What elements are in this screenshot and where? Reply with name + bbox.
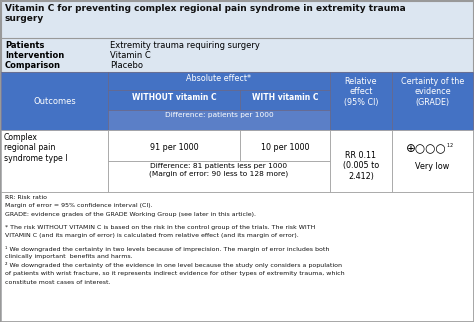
Text: WITH vitamin C: WITH vitamin C [252,93,318,102]
Text: Very low: Very low [415,162,450,171]
Bar [1,130,108,192]
Bar [330,72,392,130]
Bar [108,72,330,90]
Text: Placebo: Placebo [110,61,143,70]
Text: Margin of error = 95% confidence interval (CI).: Margin of error = 95% confidence interva… [5,204,153,209]
Text: ⊕○○○: ⊕○○○ [406,142,447,155]
Text: of patients with wrist fracture, so it represents indirect evidence for other ty: of patients with wrist fracture, so it r… [5,271,345,276]
Text: RR 0.11
(0.005 to
2.412): RR 0.11 (0.005 to 2.412) [343,151,379,181]
Bar [392,72,473,130]
Text: 10 per 1000: 10 per 1000 [261,143,309,151]
Text: constitute most cases of interest.: constitute most cases of interest. [5,279,110,285]
Bar [1,72,108,130]
Text: Certainty of the
evidence
(GRADE): Certainty of the evidence (GRADE) [401,77,464,107]
Text: Intervention: Intervention [5,51,64,60]
Text: VITAMIN C (and its margin of error) is calculated from relative effect (and its : VITAMIN C (and its margin of error) is c… [5,233,299,238]
Bar [1,1,473,39]
Text: Patients: Patients [5,41,45,50]
Text: 91 per 1000: 91 per 1000 [150,143,198,151]
Text: Difference: patients per 1000: Difference: patients per 1000 [164,112,273,118]
Text: $^{12}$: $^{12}$ [447,142,454,148]
Bar [240,90,330,110]
Bar [108,130,240,161]
Text: WITHOUT vitamin C: WITHOUT vitamin C [132,93,216,102]
Text: * The risk WITHOUT VITAMIN C is based on the risk in the control group of the tr: * The risk WITHOUT VITAMIN C is based on… [5,224,315,230]
Bar [108,90,240,110]
Bar [392,130,473,192]
Text: clinically important  benefits and harms.: clinically important benefits and harms. [5,254,133,259]
Bar [108,110,330,130]
Bar [1,38,473,72]
Text: Difference: 81 patients less per 1000
(Margin of error: 90 less to 128 more): Difference: 81 patients less per 1000 (M… [149,163,289,176]
Text: Vitamin C: Vitamin C [110,51,151,60]
Text: ¹ We downgraded the certainty in two levels because of imprecision. The margin o: ¹ We downgraded the certainty in two lev… [5,245,329,251]
Text: Outcomes: Outcomes [33,97,76,106]
Text: ² We downgraded the certainty of the evidence in one level because the study onl: ² We downgraded the certainty of the evi… [5,262,342,269]
Text: Absolute effect*: Absolute effect* [186,74,252,83]
Text: Vitamin C for preventing complex regional pain syndrome in extremity trauma
surg: Vitamin C for preventing complex regiona… [5,4,406,24]
Bar [330,130,392,192]
Bar [240,130,330,161]
Bar [1,192,473,321]
Text: GRADE: evidence grades of the GRADE Working Group (see later in this article).: GRADE: evidence grades of the GRADE Work… [5,212,256,217]
Text: RR: Risk ratio: RR: Risk ratio [5,195,47,200]
Text: Comparison: Comparison [5,61,61,70]
Text: Relative
effect
(95% CI): Relative effect (95% CI) [344,77,378,107]
Text: Complex
regional pain
syndrome type I: Complex regional pain syndrome type I [4,133,67,163]
Text: Extremity trauma requiring surgery: Extremity trauma requiring surgery [110,41,260,50]
Bar [108,161,330,192]
